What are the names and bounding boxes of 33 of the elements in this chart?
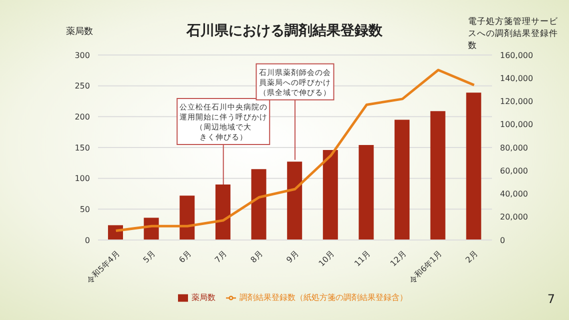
x-tick-label: 6月 bbox=[177, 249, 193, 265]
y-tick-label: 200 bbox=[74, 112, 90, 122]
text: 7 bbox=[547, 292, 555, 306]
y2-tick-label: 0 bbox=[500, 236, 506, 245]
x-tick-label: 2月 bbox=[464, 249, 480, 265]
y2-tick-label: 140,000 bbox=[500, 74, 534, 83]
x-tick-label: 10月 bbox=[317, 249, 336, 268]
x-tick-label: 令和6年1月 bbox=[408, 249, 444, 286]
y-axis-title: 薬局数 bbox=[66, 26, 93, 38]
y-tick-label: 100 bbox=[74, 174, 90, 184]
y2-tick-label: 60,000 bbox=[500, 166, 528, 176]
x-tick-label: 9月 bbox=[284, 249, 300, 265]
y-tick-label: 300 bbox=[74, 50, 90, 60]
legend-label: 薬局数 bbox=[192, 293, 216, 302]
chart-title: 石川県における調剤結果登録数 bbox=[186, 23, 382, 39]
y-tick-label: 150 bbox=[74, 143, 90, 152]
x-tick-label: 7月 bbox=[213, 249, 229, 265]
x-tick-label: 11月 bbox=[352, 249, 372, 268]
y2-tick-label: 20,000 bbox=[500, 212, 528, 222]
y2-tick-label: 80,000 bbox=[500, 143, 528, 152]
x-tick-label: 12月 bbox=[388, 249, 408, 268]
y-tick-label: 50 bbox=[80, 205, 90, 214]
y2-axis-title: 電子処方箋管理サービスへの調剤結果登録件数 bbox=[468, 16, 559, 52]
y2-tick-label: 100,000 bbox=[500, 120, 534, 130]
y2-tick-label: 120,000 bbox=[500, 97, 534, 106]
x-tick-label: 5月 bbox=[142, 249, 158, 265]
y2-tick-label: 40,000 bbox=[500, 190, 528, 199]
x-tick-label: 令和5年4月 bbox=[85, 249, 122, 286]
x-tick-label: 8月 bbox=[248, 249, 265, 265]
y-tick-label: 0 bbox=[84, 236, 90, 245]
legend-label: 調剤結果登録数（紙処方箋の調剤結果登録含） bbox=[240, 293, 408, 302]
y-tick-label: 250 bbox=[74, 82, 90, 91]
y2-tick-label: 160,000 bbox=[500, 50, 534, 60]
